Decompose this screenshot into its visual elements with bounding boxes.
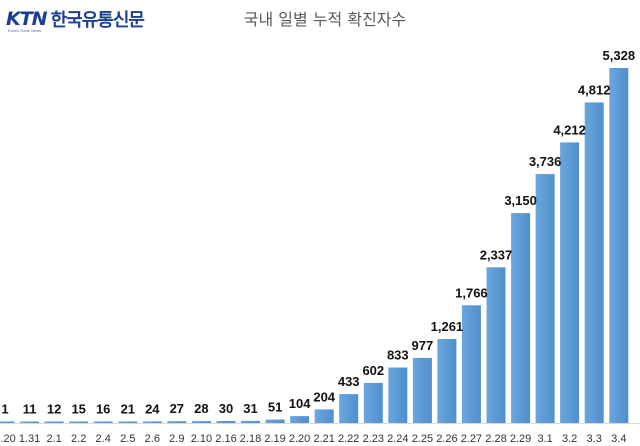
bar-2.9 — [167, 421, 187, 423]
x-tick-1.31: 1.31 — [19, 433, 40, 445]
value-label-2.20: 104 — [289, 396, 311, 411]
value-label-1.31: 11 — [23, 402, 37, 417]
bar-2.1 — [44, 421, 64, 423]
bar-2.4 — [93, 421, 113, 423]
x-tick-2.1: 2.1 — [46, 433, 61, 445]
value-label-1.20: 1 — [1, 402, 8, 417]
logo-name: 한국유통신문 — [50, 10, 145, 31]
value-label-2.4: 16 — [96, 402, 110, 417]
x-tick-2.25: 2.25 — [412, 433, 433, 445]
value-label-2.2: 15 — [71, 402, 85, 417]
x-tick-2.23: 2.23 — [363, 433, 384, 445]
value-label-2.29: 3,150 — [504, 193, 537, 208]
x-tick-2.21: 2.21 — [313, 433, 334, 445]
x-tick-2.26: 2.26 — [436, 433, 457, 445]
value-label-2.23: 602 — [362, 363, 384, 378]
x-tick-3.4: 3.4 — [611, 433, 626, 445]
value-label-2.6: 24 — [145, 401, 160, 416]
bar-3.4 — [609, 68, 629, 423]
bar-2.26 — [437, 339, 457, 423]
x-tick-2.9: 2.9 — [169, 433, 184, 445]
x-tick-2.22: 2.22 — [338, 433, 359, 445]
bar-2.28 — [486, 267, 506, 423]
value-labels: 1 11 12 15 16 21 24 27 28 30 31 51 104 20443360283397… — [1, 48, 635, 417]
bar-1.20 — [0, 421, 15, 423]
value-label-2.1: 12 — [47, 402, 61, 417]
x-tick-labels: 1.201.312.12.22.42.52.62.92.102.162.182.… — [0, 433, 626, 445]
bar-2.25 — [412, 357, 432, 423]
value-label-2.26: 1,261 — [431, 319, 464, 334]
x-tick-2.4: 2.4 — [96, 433, 111, 445]
x-tick-3.3: 3.3 — [587, 433, 602, 445]
value-label-3.3: 4,812 — [578, 82, 611, 97]
bar-3.2 — [560, 142, 580, 423]
value-label-3.2: 4,212 — [553, 122, 586, 137]
value-label-2.16: 30 — [219, 401, 233, 416]
x-tick-2.18: 2.18 — [240, 433, 261, 445]
bar-2.22 — [339, 394, 359, 423]
x-tick-2.6: 2.6 — [145, 433, 160, 445]
x-tick-1.20: 1.20 — [0, 433, 16, 445]
x-tick-2.19: 2.19 — [264, 433, 285, 445]
bar-2.20 — [290, 416, 310, 423]
bar-series — [0, 68, 629, 424]
value-label-2.10: 28 — [194, 401, 208, 416]
x-tick-2.24: 2.24 — [387, 433, 408, 445]
value-label-2.18: 31 — [243, 401, 257, 416]
logo-mark: KTN — [6, 8, 48, 30]
value-label-2.22: 433 — [338, 374, 360, 389]
bar-2.23 — [363, 382, 383, 423]
bar-2.2 — [69, 421, 89, 423]
value-label-2.5: 21 — [121, 402, 135, 417]
bar-2.6 — [142, 421, 162, 423]
bar-2.5 — [118, 421, 138, 423]
value-label-3.1: 3,736 — [529, 154, 562, 169]
bar-2.19 — [265, 419, 285, 423]
value-label-2.28: 2,337 — [480, 247, 513, 262]
x-tick-2.10: 2.10 — [191, 433, 212, 445]
logo: KTN 한국유통신문 Korea Trade News — [6, 6, 145, 33]
bar-2.21 — [314, 409, 334, 423]
bar-3.3 — [584, 102, 604, 424]
bar-1.31 — [20, 421, 40, 423]
bar-2.10 — [191, 421, 211, 423]
x-tick-2.27: 2.27 — [461, 433, 482, 445]
bar-2.29 — [511, 213, 531, 423]
x-tick-3.2: 3.2 — [562, 433, 577, 445]
value-label-2.24: 833 — [387, 348, 409, 363]
value-label-3.4: 5,328 — [603, 48, 636, 63]
value-label-2.25: 977 — [412, 338, 434, 353]
x-tick-2.20: 2.20 — [289, 433, 310, 445]
x-tick-2.2: 2.2 — [71, 433, 86, 445]
bar-2.27 — [461, 305, 481, 423]
x-tick-2.16: 2.16 — [215, 433, 236, 445]
x-tick-3.1: 3.1 — [537, 433, 552, 445]
value-label-2.9: 27 — [170, 401, 184, 416]
logo-subtitle: Korea Trade News — [8, 28, 42, 33]
value-label-2.21: 204 — [313, 389, 335, 404]
x-tick-2.5: 2.5 — [120, 433, 135, 445]
bar-3.1 — [535, 174, 555, 423]
bar-2.16 — [216, 421, 236, 423]
bar-2.24 — [388, 367, 408, 423]
x-tick-2.28: 2.28 — [485, 433, 506, 445]
chart-title: 국내 일별 누적 확진자수 — [243, 10, 407, 29]
value-label-2.19: 51 — [268, 400, 282, 415]
x-tick-2.29: 2.29 — [510, 433, 531, 445]
bar-2.18 — [241, 420, 260, 423]
value-label-2.27: 1,766 — [455, 285, 488, 300]
